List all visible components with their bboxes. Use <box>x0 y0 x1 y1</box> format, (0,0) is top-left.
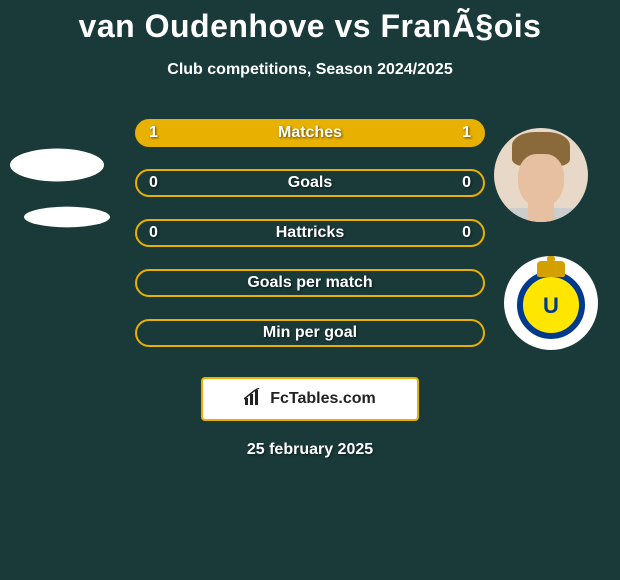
stat-label: Goals per match <box>247 274 372 292</box>
stat-value-right: 1 <box>462 124 471 142</box>
crest-illustration: U <box>511 263 591 343</box>
brand-badge[interactable]: FcTables.com <box>201 377 419 421</box>
player1-club-placeholder <box>24 207 110 228</box>
stat-label: Matches <box>278 124 342 142</box>
stat-label: Hattricks <box>276 224 344 242</box>
stat-pill: Goals per match <box>135 269 485 297</box>
stat-label: Goals <box>288 174 332 192</box>
stat-pill: 0 Hattricks 0 <box>135 219 485 247</box>
stat-label: Min per goal <box>263 324 357 342</box>
stat-pill: 1 Matches 1 <box>135 119 485 147</box>
player2-avatar <box>494 128 588 222</box>
stat-row: 0 Goals 0 <box>135 169 485 197</box>
page-subtitle: Club competitions, Season 2024/2025 <box>167 61 452 79</box>
stat-row: Min per goal <box>135 319 485 347</box>
chart-icon <box>244 388 264 411</box>
stat-value-right: 0 <box>462 224 471 242</box>
stat-value-left: 1 <box>149 124 158 142</box>
stat-row: Goals per match <box>135 269 485 297</box>
stat-row: 1 Matches 1 <box>135 119 485 147</box>
brand-prefix: Fc <box>270 390 289 407</box>
stat-row: 0 Hattricks 0 <box>135 219 485 247</box>
face-illustration <box>494 128 588 222</box>
stat-value-left: 0 <box>149 224 158 242</box>
brand-text: FcTables.com <box>270 390 376 408</box>
stat-value-left: 0 <box>149 174 158 192</box>
page-title: van Oudenhove vs FranÃ§ois <box>79 8 542 45</box>
brand-suffix: Tables.com <box>289 390 376 407</box>
stat-value-right: 0 <box>462 174 471 192</box>
comparison-card: van Oudenhove vs FranÃ§ois Club competit… <box>0 0 620 459</box>
player1-avatar-placeholder <box>10 149 104 182</box>
player2-club-crest: U <box>504 256 598 350</box>
stat-pill: Min per goal <box>135 319 485 347</box>
stats-list: 1 Matches 1 0 Goals 0 0 Hattricks 0 Goals per mat… <box>135 119 485 369</box>
stat-pill: 0 Goals 0 <box>135 169 485 197</box>
date-text: 25 february 2025 <box>247 441 373 459</box>
